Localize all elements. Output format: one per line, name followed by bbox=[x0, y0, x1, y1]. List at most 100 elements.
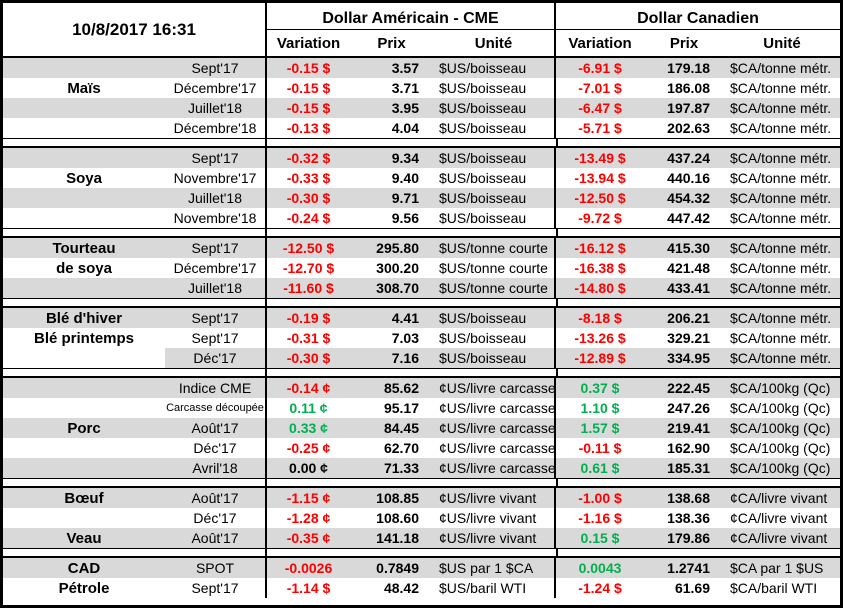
contract-month: Indice CME bbox=[165, 378, 265, 398]
contract-month: Août'17 bbox=[165, 528, 265, 548]
column-header-ca-prix: Prix bbox=[669, 34, 699, 52]
table-row: Pétrole Sept'17 -1.14 $48.42 $US/baril WTI -… bbox=[3, 578, 840, 598]
commodity-label bbox=[3, 58, 165, 78]
ca-unit: ¢CA/livre vivant bbox=[724, 508, 840, 528]
column-header-us-unite: Unité bbox=[474, 34, 513, 52]
commodity-section: Sept'17 -0.32 $9.34 $US/boisseau -13.49 $43… bbox=[3, 148, 840, 228]
commodity-label: Veau bbox=[3, 528, 165, 548]
ca-variation: -12.89 $ bbox=[554, 348, 644, 368]
ca-variation: -7.01 $ bbox=[554, 78, 644, 98]
table-row: Carcasse découpée 0.11 ¢ 95.17 ¢US/livre ca… bbox=[3, 398, 840, 418]
us-variation: -11.60 $ bbox=[265, 278, 350, 298]
ca-price: 206.21 bbox=[644, 308, 724, 328]
ca-variation: -1.00 $ bbox=[554, 488, 644, 508]
ca-price: 185.31 bbox=[644, 458, 724, 478]
ca-unit: $CA/100kg (Qc) bbox=[724, 378, 840, 398]
commodity-label bbox=[3, 508, 165, 528]
ca-unit: $CA/tonne métr. bbox=[724, 58, 840, 78]
us-price: 71.33 bbox=[350, 458, 433, 478]
ca-price: 61.69 bbox=[644, 578, 724, 598]
ca-unit: $CA/tonne métr. bbox=[724, 188, 840, 208]
commodity-section: CAD SPOT -0.0026 0.7849 $US par 1 $CA 0.0043 1… bbox=[3, 558, 840, 598]
table-row: Sept'17 -0.15 $3.57 $US/boisseau -6.91 $179… bbox=[3, 58, 840, 78]
table-row: CAD SPOT -0.0026 0.7849 $US par 1 $CA 0.0043 1… bbox=[3, 558, 840, 578]
commodity-label bbox=[3, 118, 165, 138]
table-row: Sept'17 -0.32 $9.34 $US/boisseau -13.49 $43… bbox=[3, 148, 840, 168]
ca-variation: -6.91 $ bbox=[554, 58, 644, 78]
ca-variation: -6.47 $ bbox=[554, 98, 644, 118]
table-row: Juillet'18 -11.60 $308.70 $US/tonne courte… bbox=[3, 278, 840, 298]
ca-variation: -1.16 $ bbox=[554, 508, 644, 528]
us-price: 9.34 bbox=[350, 148, 433, 168]
column-header-us-variation: Variation bbox=[265, 30, 350, 56]
us-price: 48.42 bbox=[350, 578, 433, 598]
ca-unit: $CA par 1 $US bbox=[724, 558, 840, 578]
ca-price: 179.18 bbox=[644, 58, 724, 78]
table-row: Décembre'18 -0.13 $4.04 $US/boisseau -5.71 … bbox=[3, 118, 840, 138]
ca-unit: $CA/100kg (Qc) bbox=[724, 458, 840, 478]
us-price: 62.70 bbox=[350, 438, 433, 458]
us-unit: $US/boisseau bbox=[433, 98, 554, 118]
us-variation: -0.15 $ bbox=[265, 78, 350, 98]
us-unit: ¢US/livre vivant bbox=[433, 528, 554, 548]
contract-month: Juillet'18 bbox=[165, 188, 265, 208]
commodity-label: Porc bbox=[3, 418, 165, 438]
commodity-label: CAD bbox=[3, 558, 165, 578]
commodity-label: Blé printemps bbox=[3, 328, 165, 348]
contract-month: Août'17 bbox=[165, 418, 265, 438]
section-divider bbox=[3, 298, 840, 308]
us-price: 84.45 bbox=[350, 418, 433, 438]
commodity-section: Tourteau Sept'17 -12.50 $295.80 $US/tonne c… bbox=[3, 238, 840, 298]
us-unit: $US/tonne courte bbox=[433, 258, 554, 278]
us-variation: -0.15 $ bbox=[265, 98, 350, 118]
us-variation: -12.70 $ bbox=[265, 258, 350, 278]
commodity-label bbox=[3, 458, 165, 478]
ca-price: 197.87 bbox=[644, 98, 724, 118]
ca-variation: -14.80 $ bbox=[554, 278, 644, 298]
ca-unit: $CA/tonne métr. bbox=[724, 98, 840, 118]
us-unit: $US/boisseau bbox=[433, 188, 554, 208]
us-variation: -0.13 $ bbox=[265, 118, 350, 138]
ca-price: 334.95 bbox=[644, 348, 724, 368]
table-row: Juillet'18 -0.30 $9.71 $US/boisseau -12.50 … bbox=[3, 188, 840, 208]
commodity-label: Maïs bbox=[3, 78, 165, 98]
us-variation: -12.50 $ bbox=[265, 238, 350, 258]
us-unit: $US/baril WTI bbox=[433, 578, 554, 598]
us-price: 108.85 bbox=[350, 488, 433, 508]
contract-month: Août'17 bbox=[165, 488, 265, 508]
commodity-label: de soya bbox=[3, 258, 165, 278]
ca-price: 247.26 bbox=[644, 398, 724, 418]
us-unit: $US/boisseau bbox=[433, 118, 554, 138]
table-row: Déc'17 -1.28 ¢ 108.60 ¢US/livre vivant -1.16… bbox=[3, 508, 840, 528]
us-variation: -0.25 ¢ bbox=[265, 438, 350, 458]
us-variation: 0.33 ¢ bbox=[265, 418, 350, 438]
ca-unit: ¢CA/livre vivant bbox=[724, 528, 840, 548]
table-row: Avril'18 0.00 ¢ 71.33 ¢US/livre carcasse 0.6… bbox=[3, 458, 840, 478]
ca-unit: $CA/tonne métr. bbox=[724, 348, 840, 368]
commodity-label bbox=[3, 278, 165, 298]
contract-month: Sept'17 bbox=[165, 238, 265, 258]
table-row: Indice CME -0.14 ¢ 85.62 ¢US/livre carcasse… bbox=[3, 378, 840, 398]
ca-price: 219.41 bbox=[644, 418, 724, 438]
ca-price: 186.08 bbox=[644, 78, 724, 98]
commodity-label bbox=[3, 148, 165, 168]
ca-unit: $CA/tonne métr. bbox=[724, 168, 840, 188]
ca-price: 421.48 bbox=[644, 258, 724, 278]
table-row: Blé d'hiver Sept'17 -0.19 $4.41 $US/boissea… bbox=[3, 308, 840, 328]
us-variation: -0.35 ¢ bbox=[265, 528, 350, 548]
column-header-ca-variation: Variation bbox=[554, 30, 644, 56]
column-header-ca-unite: Unité bbox=[763, 34, 801, 52]
table-row: de soya Décembre'17 -12.70 $300.20 $US/tonn… bbox=[3, 258, 840, 278]
contract-month: Novembre'18 bbox=[165, 208, 265, 228]
us-price: 9.56 bbox=[350, 208, 433, 228]
ca-unit: ¢CA/livre vivant bbox=[724, 488, 840, 508]
ca-price: 138.36 bbox=[644, 508, 724, 528]
commodity-label bbox=[3, 98, 165, 118]
table-row: Juillet'18 -0.15 $3.95 $US/boisseau -6.47 $… bbox=[3, 98, 840, 118]
contract-month: Décembre'17 bbox=[165, 258, 265, 278]
us-price: 0.7849 bbox=[350, 558, 433, 578]
contract-month: Décembre'17 bbox=[165, 78, 265, 98]
contract-month: Sept'17 bbox=[165, 148, 265, 168]
table-row: Veau Août'17 -0.35 ¢ 141.18 ¢US/livre vivant… bbox=[3, 528, 840, 548]
